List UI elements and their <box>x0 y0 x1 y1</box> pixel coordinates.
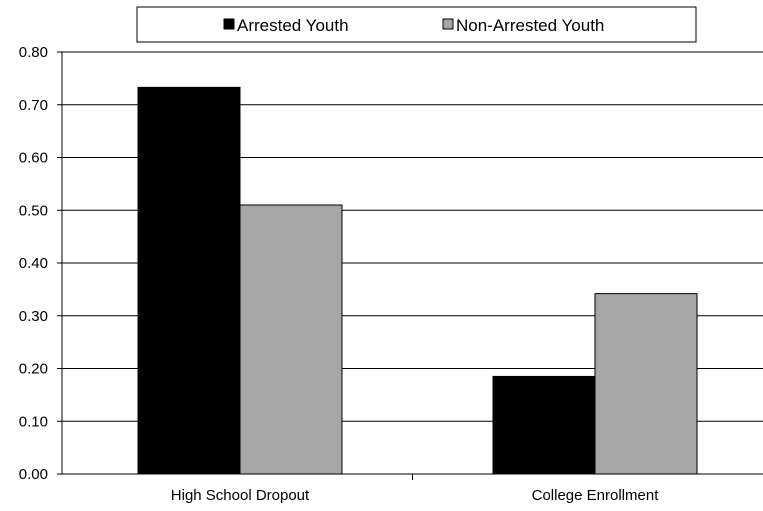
legend-swatch <box>223 18 235 30</box>
y-tick-label: 0.20 <box>19 361 48 378</box>
bar-arrested-youth-0 <box>137 86 241 475</box>
bar-non-arrested-youth-0 <box>239 204 343 475</box>
y-tick-label: 0.30 <box>19 308 48 325</box>
bars <box>137 86 698 475</box>
bar-non-arrested-youth-1 <box>594 293 698 475</box>
y-tick-label: 0.10 <box>19 413 48 430</box>
y-tick-label: 0.00 <box>19 466 48 483</box>
x-category-label: High School Dropout <box>171 487 310 504</box>
y-tick-label: 0.80 <box>19 44 48 61</box>
y-tick-label: 0.50 <box>19 202 48 219</box>
legend-label: Non-Arrested Youth <box>456 16 604 35</box>
y-tick-label: 0.70 <box>19 97 48 114</box>
x-category-labels: High School Dropout College Enrollment <box>171 487 659 504</box>
x-category-label: College Enrollment <box>532 487 660 504</box>
legend: Arrested Youth Non-Arrested Youth <box>136 6 697 43</box>
legend-swatch <box>442 18 454 30</box>
bar-arrested-youth-1 <box>492 375 596 475</box>
y-tick-label: 0.60 <box>19 150 48 167</box>
axes <box>57 51 763 480</box>
legend-label: Arrested Youth <box>237 16 349 35</box>
y-tick-labels: 0.00 0.10 0.20 0.30 0.40 0.50 0.60 0.70 0.80 <box>19 44 48 483</box>
legend-box <box>136 6 697 43</box>
y-tick-label: 0.40 <box>19 255 48 272</box>
